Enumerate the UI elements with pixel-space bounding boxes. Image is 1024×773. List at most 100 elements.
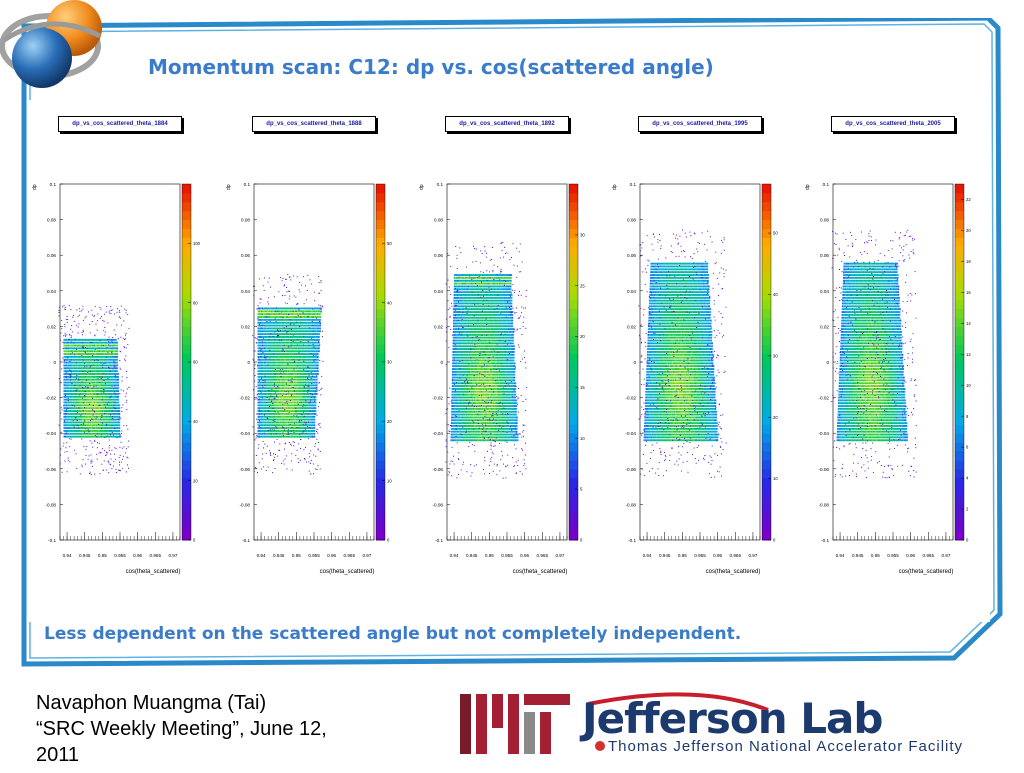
heatmap-cell xyxy=(64,370,65,372)
heatmap-cell xyxy=(119,457,120,458)
heatmap-cell xyxy=(307,310,308,312)
heatmap-cell xyxy=(98,378,99,379)
heatmap-cell xyxy=(69,361,70,362)
heatmap-cell xyxy=(85,352,86,353)
heatmap-cell xyxy=(310,279,311,280)
heatmap-cell xyxy=(269,396,270,398)
heatmap-cell xyxy=(110,434,111,435)
heatmap-cell xyxy=(110,402,111,404)
heatmap-cell xyxy=(316,384,317,386)
heatmap-cell xyxy=(315,404,316,406)
heatmap-cell xyxy=(273,328,274,330)
heatmap-cell xyxy=(99,351,100,352)
heatmap-cell xyxy=(304,330,305,332)
heatmap-cell xyxy=(260,302,261,303)
heatmap-cell xyxy=(304,433,305,435)
heatmap-cell xyxy=(293,399,294,401)
heatmap-cell xyxy=(116,448,117,449)
heatmap-cell xyxy=(110,427,111,429)
heatmap-cell xyxy=(76,390,77,391)
histogram-title: dp_vs_cos_scattered_theta_1884 xyxy=(58,116,182,132)
heatmap-cell xyxy=(85,396,86,397)
heatmap-cell xyxy=(262,353,263,355)
heatmap-cell xyxy=(83,360,84,361)
heatmap-cell xyxy=(78,316,79,317)
heatmap-cell xyxy=(296,342,297,344)
heatmap-cell xyxy=(96,418,97,419)
heatmap-cell xyxy=(94,342,95,344)
heatmap-cell xyxy=(291,329,292,330)
heatmap-cell xyxy=(296,367,297,369)
heatmap-cell xyxy=(265,376,266,378)
heatmap-cell xyxy=(296,308,297,310)
heatmap-cell xyxy=(120,318,121,319)
heatmap-cell xyxy=(307,336,308,338)
heatmap-cell xyxy=(300,345,301,347)
heatmap-cell xyxy=(273,333,274,335)
heatmap-cell xyxy=(65,307,66,308)
heatmap-cell xyxy=(112,410,113,411)
heatmap-cell xyxy=(285,404,286,406)
heatmap-cell xyxy=(314,436,315,438)
heatmap-cell xyxy=(269,419,270,421)
heatmap-cell xyxy=(257,422,258,423)
heatmap-cell xyxy=(102,320,103,321)
heatmap-cell xyxy=(106,373,107,375)
y-tick-label: -0.02 xyxy=(46,396,57,401)
colorbar-segment xyxy=(182,522,191,531)
heatmap-cell xyxy=(114,314,115,315)
colorbar-segment xyxy=(182,353,191,362)
heatmap-cell xyxy=(265,396,266,398)
heatmap-cell xyxy=(64,342,65,344)
heatmap-cell xyxy=(94,356,95,358)
colorbar-segment xyxy=(182,407,191,416)
heatmap-cell xyxy=(269,406,270,407)
heatmap-cell xyxy=(87,396,88,398)
heatmap-cell xyxy=(64,365,65,367)
heatmap-cell xyxy=(94,407,95,409)
heatmap-cell xyxy=(99,345,100,347)
heatmap-cell xyxy=(107,436,108,437)
heatmap-cell xyxy=(288,339,289,341)
heatmap-cell xyxy=(307,396,308,398)
heatmap-cell xyxy=(281,333,282,335)
heatmap-cell xyxy=(265,350,266,352)
heatmap-cell xyxy=(70,380,71,381)
heatmap-cell xyxy=(293,328,294,330)
heatmap-cell xyxy=(296,384,297,386)
heatmap-cell xyxy=(86,316,87,317)
heatmap-cell xyxy=(269,410,270,412)
heatmap-cell xyxy=(71,407,72,409)
heatmap-cell xyxy=(97,433,98,434)
heatmap-cell xyxy=(70,374,71,375)
heatmap-cell xyxy=(265,387,266,389)
heatmap-cell xyxy=(64,356,65,358)
heatmap-cell xyxy=(68,384,69,386)
colorbar-segment xyxy=(182,496,191,505)
heatmap-cell xyxy=(269,353,270,355)
heatmap-cell xyxy=(300,339,301,341)
heatmap-cell xyxy=(259,462,260,463)
heatmap-cell xyxy=(106,419,107,421)
heatmap-cell xyxy=(253,359,254,360)
heatmap-cell xyxy=(296,411,297,412)
heatmap-cell xyxy=(285,419,286,421)
heatmap-cell xyxy=(75,410,76,412)
heatmap-cell xyxy=(91,390,92,392)
heatmap-cell xyxy=(300,382,301,384)
heatmap-cell xyxy=(315,469,316,470)
heatmap-cell xyxy=(90,461,91,462)
heatmap-cell xyxy=(262,325,263,326)
heatmap-cell xyxy=(262,424,263,426)
heatmap-cell xyxy=(89,324,90,325)
heatmap-cell xyxy=(71,367,72,369)
heatmap-cell xyxy=(293,390,294,392)
heatmap-cell xyxy=(304,350,305,352)
heatmap-cell xyxy=(102,373,103,375)
heatmap-cell xyxy=(94,390,95,392)
heatmap-cell xyxy=(281,433,282,435)
heatmap-cell xyxy=(118,393,119,395)
heatmap-cell xyxy=(315,347,316,349)
heatmap-cell xyxy=(293,362,294,364)
heatmap-cell xyxy=(68,345,69,347)
